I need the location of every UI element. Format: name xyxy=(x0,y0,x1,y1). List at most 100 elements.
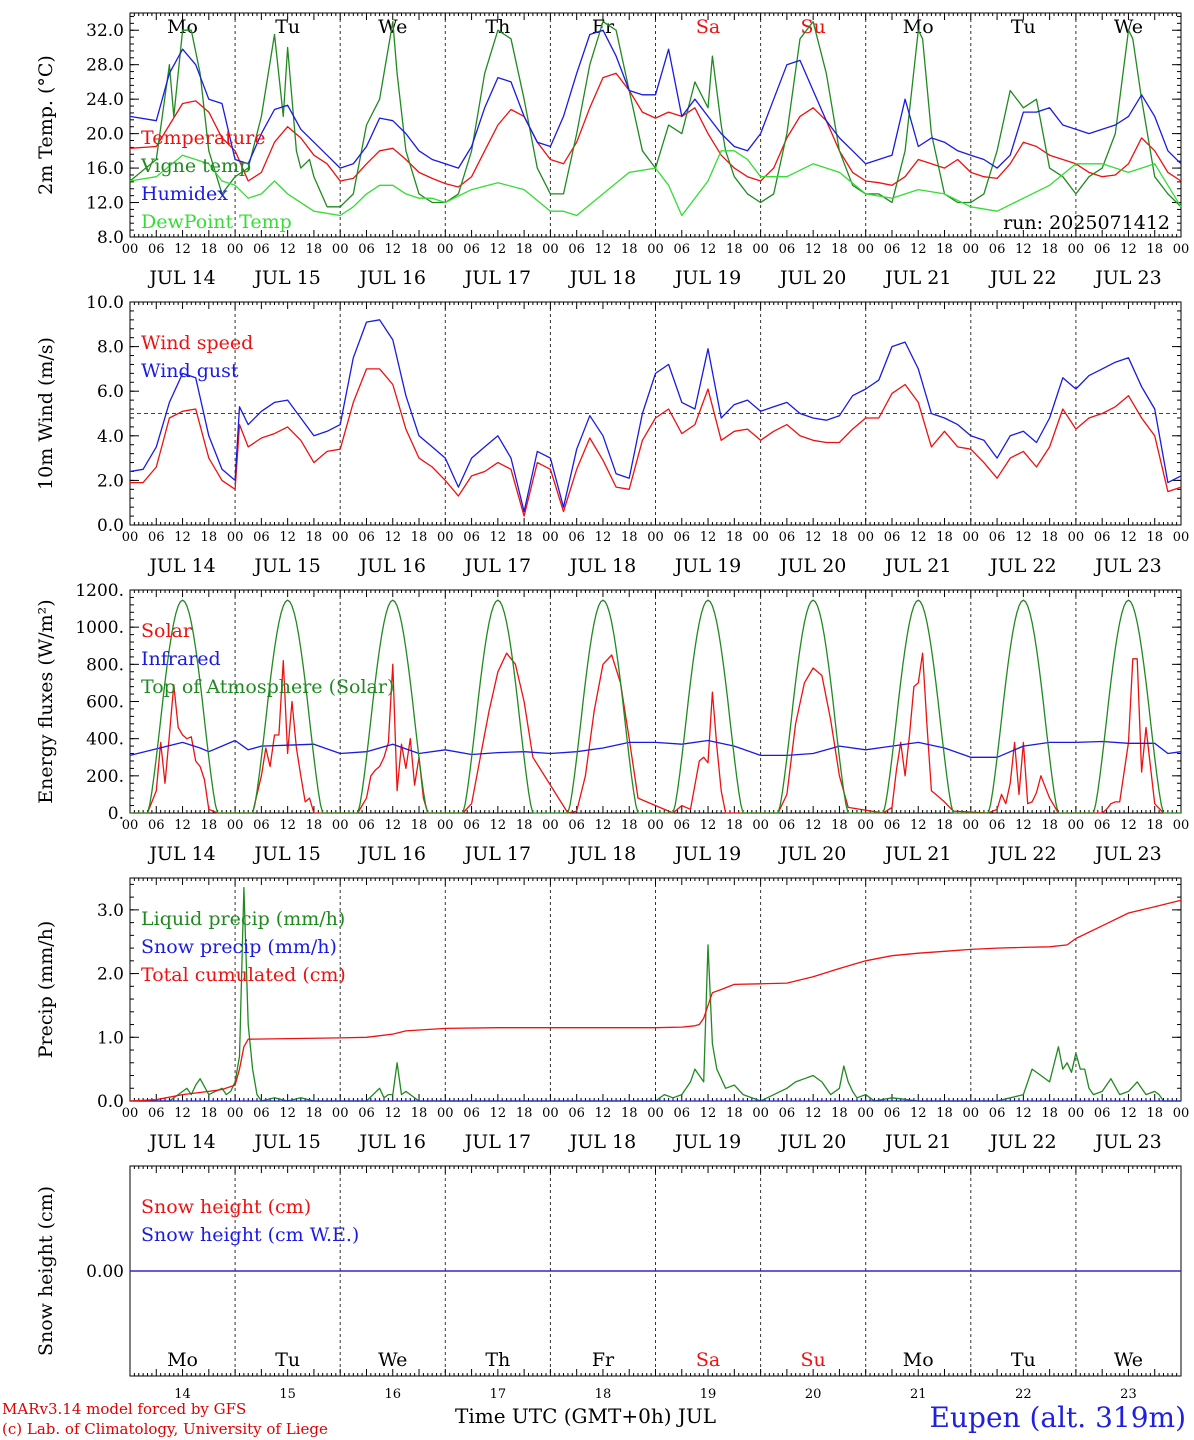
day-name-label: We xyxy=(1114,16,1143,38)
station-name: Eupen (alt. 319m) xyxy=(929,1401,1186,1434)
y-axis-label: 2m Temp. (°C) xyxy=(35,55,57,195)
x-hour-label: 00 xyxy=(437,1106,454,1121)
x-hour-label: 06 xyxy=(989,530,1006,545)
x-hour-label: 18 xyxy=(621,818,638,833)
x-hour-label: 18 xyxy=(726,530,743,545)
x-hour-label: 12 xyxy=(1015,818,1032,833)
x-date-label: JUL 17 xyxy=(463,555,531,577)
x-hour-label: 18 xyxy=(726,1106,743,1121)
y-tick-label: 16.0 xyxy=(86,159,124,179)
x-hour-label: 00 xyxy=(437,818,454,833)
x-hour-label: 12 xyxy=(1015,1106,1032,1121)
x-hour-label: 12 xyxy=(700,530,717,545)
x-hour-label: 12 xyxy=(910,530,927,545)
x-hour-label: 06 xyxy=(253,1106,270,1121)
y-axis-label: Energy fluxes (W/m²) xyxy=(35,599,57,803)
x-hour-label: 06 xyxy=(148,242,165,257)
x-hour-label: 18 xyxy=(936,242,953,257)
x-date-label: JUL 23 xyxy=(1093,555,1161,577)
x-hour-label: 00 xyxy=(1173,530,1190,545)
x-hour-label: 12 xyxy=(910,1106,927,1121)
y-tick-label: 1200. xyxy=(75,581,124,601)
x-hour-label: 18 xyxy=(516,242,533,257)
x-hour-label: 00 xyxy=(1173,242,1190,257)
x-hour-label: 06 xyxy=(358,530,375,545)
run-label: run: 2025071412 xyxy=(1003,212,1170,234)
x-hour-label: 12 xyxy=(595,530,612,545)
x-hour-label: 06 xyxy=(148,530,165,545)
x-date-label: JUL 18 xyxy=(568,843,636,865)
x-hour-label: 12 xyxy=(805,818,822,833)
x-hour-label: 18 xyxy=(831,242,848,257)
x-hour-label: 12 xyxy=(384,530,401,545)
x-date-label: JUL 14 xyxy=(147,555,215,577)
x-hour-label: 06 xyxy=(568,1106,585,1121)
y-tick-label: 0.0 xyxy=(97,1092,124,1112)
x-date-label: JUL 20 xyxy=(778,555,846,577)
x-date-label: JUL 19 xyxy=(673,1131,741,1153)
x-hour-label: 18 xyxy=(1041,530,1058,545)
x-date-label: JUL 19 xyxy=(673,267,741,289)
x-hour-label: 12 xyxy=(279,242,296,257)
day-name-label: Mo xyxy=(167,1349,198,1371)
day-number-label: 22 xyxy=(1015,1387,1032,1402)
day-number-label: 21 xyxy=(910,1387,927,1402)
series-line xyxy=(129,20,1182,208)
x-date-label: JUL 16 xyxy=(358,555,426,577)
day-number-label: 16 xyxy=(384,1387,401,1402)
series-line xyxy=(129,739,1182,758)
y-tick-label: 0.00 xyxy=(86,1262,124,1282)
x-hour-label: 12 xyxy=(174,818,191,833)
x-hour-label: 18 xyxy=(516,530,533,545)
day-name-label: We xyxy=(378,1349,407,1371)
lab-credit: (c) Lab. of Climatology, University of L… xyxy=(2,1420,328,1438)
x-hour-label: 12 xyxy=(174,242,191,257)
x-hour-label: 00 xyxy=(963,242,980,257)
x-hour-label: 00 xyxy=(332,818,349,833)
y-tick-label: 24.0 xyxy=(86,90,124,110)
day-name-label: Tu xyxy=(1011,16,1036,38)
chart-panel-5: 0.00 Snow height (cm) Snow height (cm) Snow… xyxy=(35,1165,1182,1377)
x-date-label: JUL 20 xyxy=(778,267,846,289)
series-line xyxy=(129,899,1182,1102)
y-tick-label: 600. xyxy=(86,693,124,713)
x-hour-label: 18 xyxy=(306,242,323,257)
legend-label: Infrared xyxy=(141,648,221,670)
x-hour-label: 06 xyxy=(779,818,796,833)
x-hour-label: 18 xyxy=(936,818,953,833)
y-tick-label: 2.0 xyxy=(97,471,124,491)
x-hour-label: 06 xyxy=(568,818,585,833)
x-hour-label: 18 xyxy=(201,530,218,545)
day-name-label: Tu xyxy=(275,1349,300,1371)
x-hour-label: 00 xyxy=(752,242,769,257)
x-date-label: JUL 22 xyxy=(988,1131,1056,1153)
x-hour-label: 00 xyxy=(1173,818,1190,833)
x-hour-label: 18 xyxy=(1041,1106,1058,1121)
x-hour-label: 00 xyxy=(752,818,769,833)
x-hour-label: 06 xyxy=(463,242,480,257)
x-hour-label: 00 xyxy=(332,530,349,545)
x-hour-label: 00 xyxy=(542,1106,559,1121)
x-date-label: JUL 22 xyxy=(988,267,1056,289)
x-hour-label: 12 xyxy=(279,1106,296,1121)
day-number-label: 14 xyxy=(174,1387,191,1402)
day-name-label: Th xyxy=(485,1349,510,1371)
x-hour-label: 18 xyxy=(516,1106,533,1121)
x-date-label: JUL 18 xyxy=(568,1131,636,1153)
x-hour-label: 18 xyxy=(306,818,323,833)
x-hour-label: 00 xyxy=(542,818,559,833)
x-hour-label: 12 xyxy=(490,1106,507,1121)
x-hour-label: 18 xyxy=(621,530,638,545)
x-hour-label: 00 xyxy=(647,818,664,833)
x-hour-label: 06 xyxy=(148,1106,165,1121)
x-hour-label: 06 xyxy=(779,530,796,545)
x-hour-label: 00 xyxy=(542,530,559,545)
x-hour-label: 18 xyxy=(1041,818,1058,833)
x-hour-label: 12 xyxy=(805,1106,822,1121)
day-number-label: 20 xyxy=(805,1387,822,1402)
legend-label: Snow height (cm) xyxy=(141,1196,311,1218)
x-hour-label: 00 xyxy=(227,242,244,257)
x-hour-label: 12 xyxy=(595,1106,612,1121)
x-hour-label: 06 xyxy=(463,1106,480,1121)
x-hour-label: 12 xyxy=(279,818,296,833)
